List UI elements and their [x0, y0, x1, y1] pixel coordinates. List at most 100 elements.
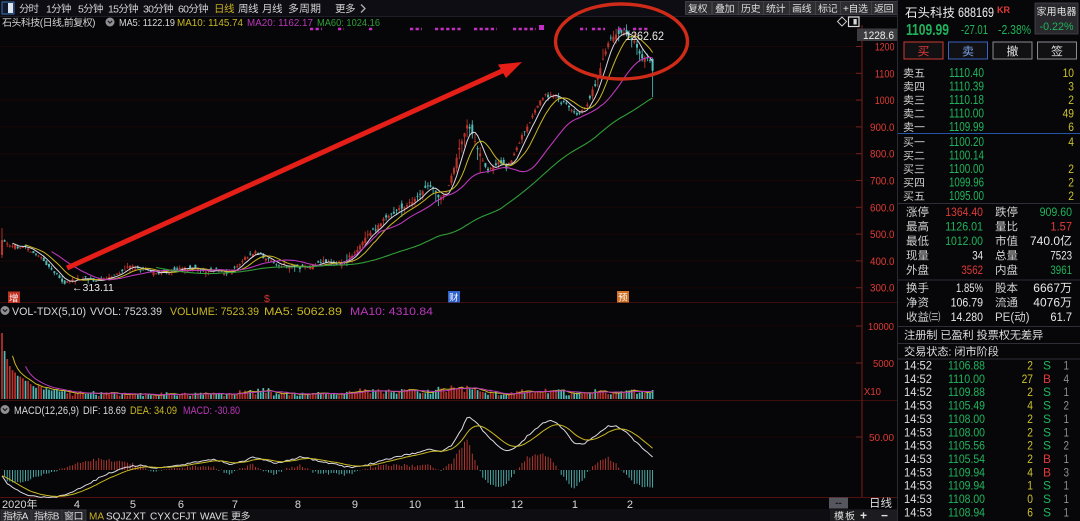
svg-text:MA5: 5062.89: MA5: 5062.89 [264, 306, 342, 318]
svg-text:1012.00: 1012.00 [945, 234, 983, 248]
svg-text:S: S [1043, 385, 1051, 399]
svg-text:1: 1 [1064, 361, 1070, 373]
svg-text:1100: 1100 [875, 68, 895, 80]
svg-text:1109.99: 1109.99 [949, 120, 984, 134]
svg-text:MACD(12,26,9): MACD(12,26,9) [14, 405, 79, 417]
svg-text:2: 2 [1027, 452, 1033, 466]
svg-text:34: 34 [972, 249, 983, 263]
svg-text:30: 30 [143, 3, 154, 15]
svg-text:2: 2 [1027, 359, 1033, 373]
svg-text:MACD: -30.80: MACD: -30.80 [183, 405, 240, 417]
svg-text:MA60: 1024.16: MA60: 1024.16 [317, 17, 380, 29]
svg-text:1200: 1200 [875, 42, 895, 54]
svg-text:14:52: 14:52 [904, 359, 932, 373]
svg-text:2020: 2020 [2, 499, 26, 511]
svg-text:1: 1 [1064, 508, 1070, 520]
svg-text:600.0: 600.0 [870, 202, 895, 214]
svg-text:VVOL: 7523.39: VVOL: 7523.39 [90, 306, 162, 318]
svg-text:1108.00: 1108.00 [948, 425, 985, 439]
svg-text:1105.56: 1105.56 [948, 439, 985, 453]
svg-text:S: S [1043, 412, 1051, 426]
svg-text:1108.00: 1108.00 [948, 492, 985, 506]
svg-text:4: 4 [1027, 399, 1033, 413]
svg-text:MA10: 1145.74: MA10: 1145.74 [177, 17, 243, 29]
svg-text:14:53: 14:53 [904, 452, 932, 466]
svg-text:--: -- [835, 498, 842, 509]
svg-text:15: 15 [108, 3, 119, 15]
svg-text:1262.62: 1262.62 [625, 31, 664, 43]
svg-text:S: S [1043, 492, 1051, 506]
svg-text:1110.40: 1110.40 [949, 66, 984, 80]
svg-text:10: 10 [409, 499, 421, 511]
svg-text:4: 4 [1027, 465, 1033, 479]
svg-text:←313.11: ←313.11 [72, 282, 114, 294]
svg-text:B: B [1043, 465, 1051, 479]
svg-text:): ) [92, 18, 95, 29]
svg-text:688169: 688169 [958, 5, 994, 20]
svg-text:1: 1 [1064, 454, 1070, 466]
svg-text:1100.14: 1100.14 [949, 149, 984, 163]
svg-text:): ) [1026, 312, 1030, 324]
svg-text:61.7: 61.7 [1050, 310, 1072, 324]
svg-text:3961: 3961 [1050, 263, 1072, 277]
svg-text:1109.99: 1109.99 [906, 22, 949, 39]
svg-text:900.0: 900.0 [870, 122, 895, 134]
svg-text:5: 5 [78, 3, 84, 15]
svg-text:1108.00: 1108.00 [948, 412, 985, 426]
svg-text:60: 60 [178, 3, 189, 15]
svg-text:14:53: 14:53 [904, 506, 932, 520]
svg-text:14:53: 14:53 [904, 425, 932, 439]
svg-text:14:53: 14:53 [904, 399, 932, 413]
svg-text:S: S [1043, 439, 1051, 453]
svg-text:14:53: 14:53 [904, 492, 932, 506]
svg-text:300.0: 300.0 [870, 283, 895, 295]
svg-text:DIF: 18.69: DIF: 18.69 [83, 405, 126, 417]
svg-text:CYX: CYX [150, 512, 171, 521]
svg-text:,: , [62, 18, 64, 29]
svg-text:1105.54: 1105.54 [948, 452, 985, 466]
svg-text:400.0: 400.0 [870, 256, 895, 268]
svg-text:KR: KR [997, 5, 1010, 15]
svg-text:MA: MA [89, 512, 104, 521]
svg-text:10000: 10000 [868, 321, 894, 333]
svg-text:S: S [1043, 399, 1051, 413]
svg-text:4: 4 [1068, 135, 1074, 149]
svg-text:14:53: 14:53 [904, 479, 932, 493]
svg-text:7: 7 [232, 499, 238, 511]
svg-text:S: S [1043, 479, 1051, 493]
svg-text:MA10: 4310.84: MA10: 4310.84 [350, 306, 433, 318]
svg-text:1: 1 [1064, 427, 1070, 439]
svg-text:7523: 7523 [1050, 249, 1072, 263]
svg-text:1110.00: 1110.00 [949, 107, 984, 121]
svg-text:1: 1 [1027, 479, 1033, 493]
svg-text:1: 1 [1064, 481, 1070, 493]
svg-text:1.85%: 1.85% [956, 281, 983, 295]
svg-text:2: 2 [1027, 439, 1033, 453]
svg-text:MA5: 1122.19: MA5: 1122.19 [119, 17, 175, 29]
svg-text:S: S [1043, 425, 1051, 439]
svg-text:2: 2 [1027, 385, 1033, 399]
svg-text:2: 2 [1068, 189, 1074, 203]
svg-text:14:53: 14:53 [904, 439, 932, 453]
svg-text:14.280: 14.280 [951, 310, 984, 324]
svg-text:4: 4 [74, 499, 80, 511]
svg-text:S: S [1043, 506, 1051, 520]
svg-text:10: 10 [1063, 66, 1075, 80]
svg-text:1126.01: 1126.01 [945, 220, 983, 234]
svg-text:S: S [1043, 359, 1051, 373]
svg-text:VOLUME: 7523.39: VOLUME: 7523.39 [170, 306, 259, 318]
svg-text:1110.18: 1110.18 [949, 93, 984, 107]
svg-text:6: 6 [1027, 506, 1033, 520]
svg-text:-27.01: -27.01 [961, 23, 988, 37]
svg-text:11: 11 [454, 499, 465, 511]
svg-text:1.57: 1.57 [1050, 220, 1072, 234]
svg-text:X10: X10 [864, 386, 881, 398]
svg-text:1110.39: 1110.39 [949, 80, 984, 94]
svg-text:3: 3 [1068, 80, 1074, 94]
svg-text:1106.88: 1106.88 [948, 359, 985, 373]
svg-text:VOL-TDX(5,10): VOL-TDX(5,10) [12, 306, 86, 318]
svg-text:27: 27 [1022, 372, 1034, 386]
svg-text:A: A [22, 512, 29, 521]
svg-text:3: 3 [1064, 467, 1070, 479]
svg-text:1: 1 [1064, 494, 1070, 506]
